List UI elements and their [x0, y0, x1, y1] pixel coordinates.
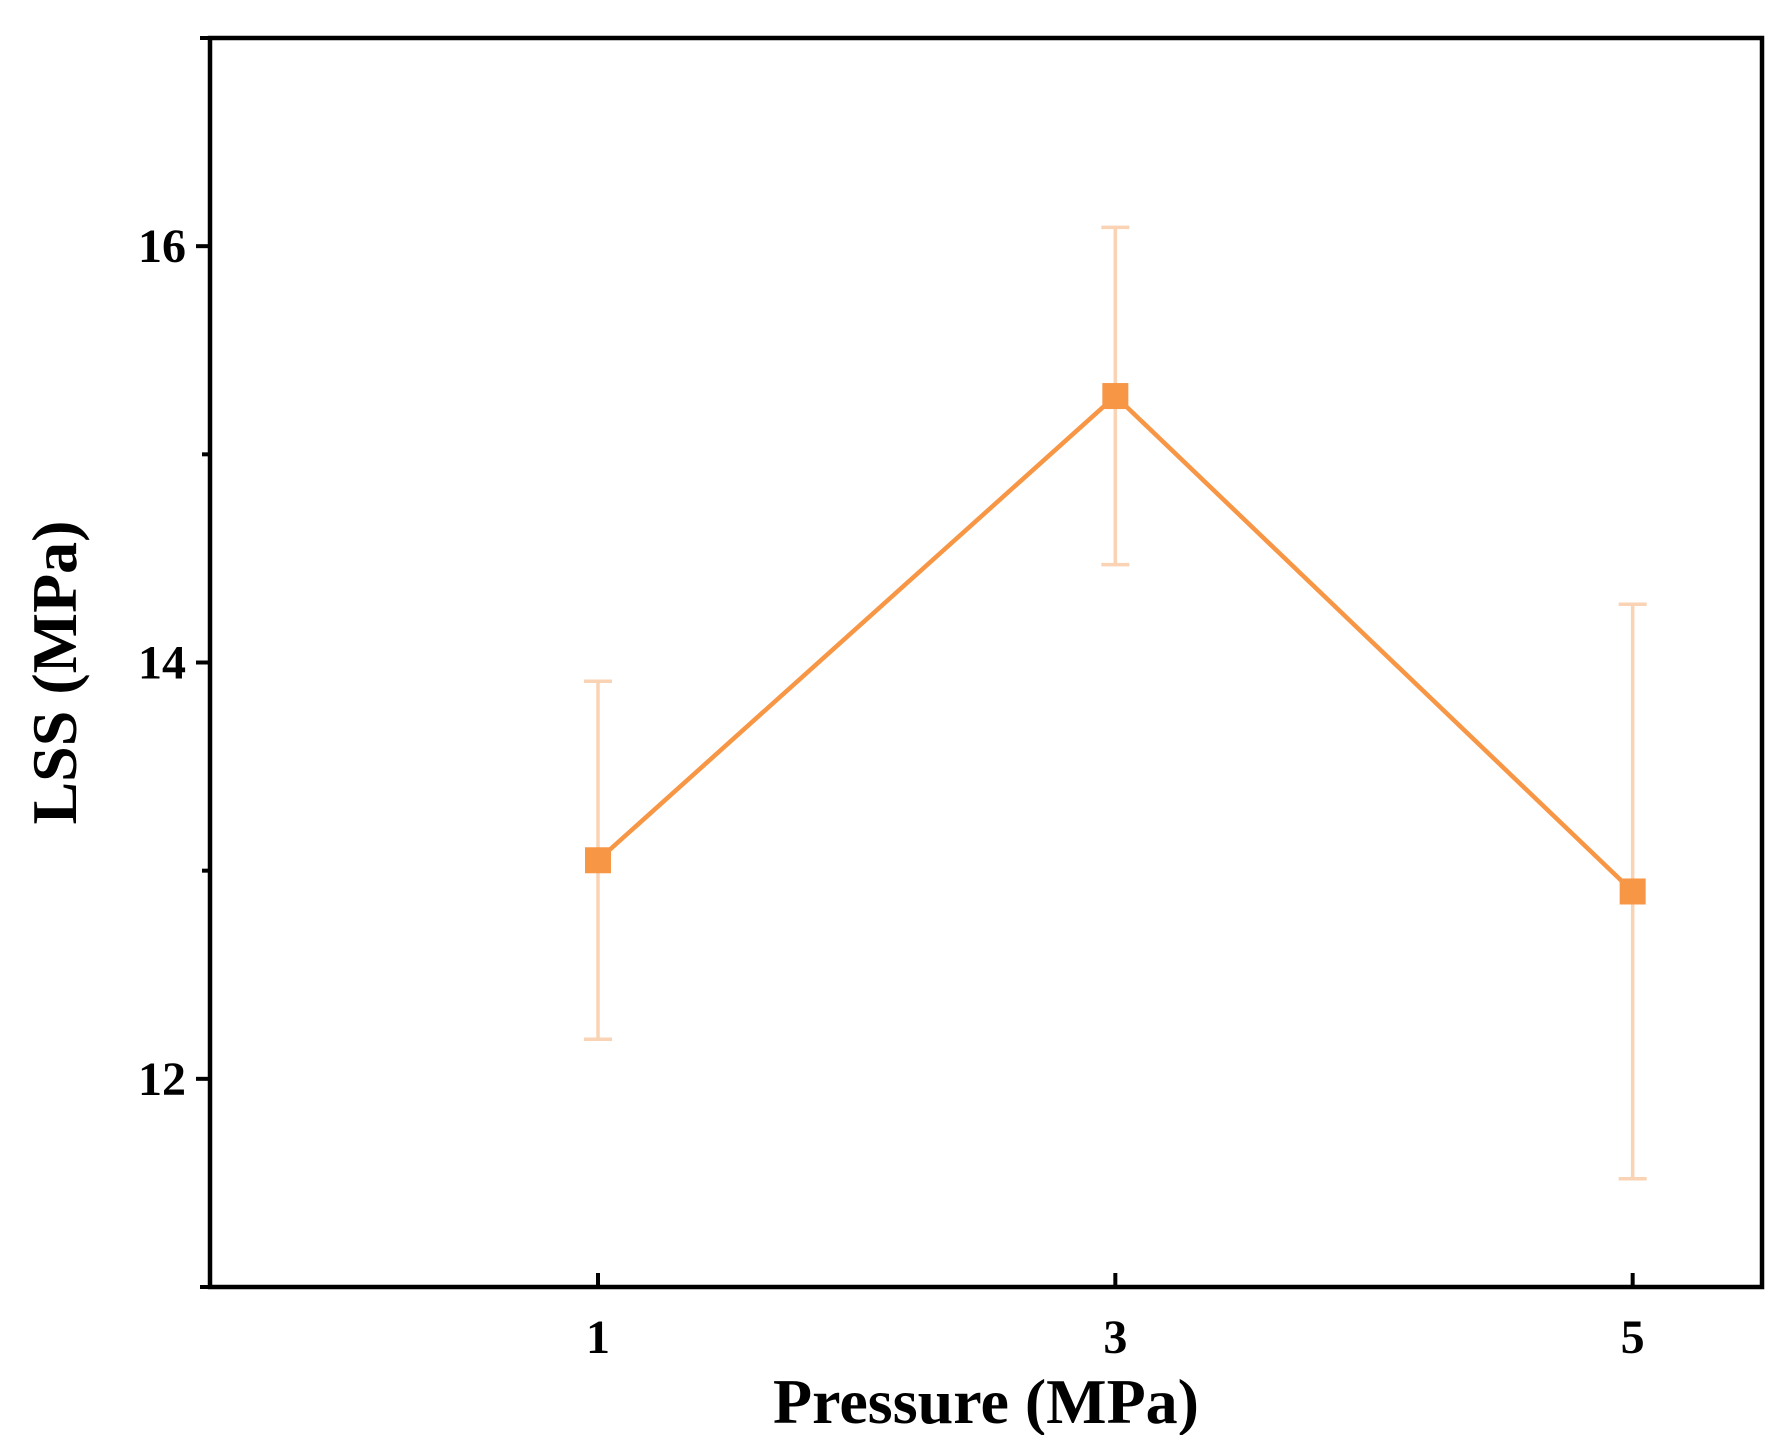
y-axis-label: LSS (MPa): [19, 521, 90, 825]
tick-labels: 12 14 16 1 3 5: [138, 220, 1645, 1364]
plot-area: [584, 225, 1647, 1181]
data-point: [1102, 383, 1129, 410]
x-tick-label: 3: [1103, 1311, 1127, 1364]
data-point: [585, 847, 611, 874]
axis-ticks: [196, 36, 1635, 1289]
y-tick-label: 16: [138, 220, 186, 273]
data-point: [1619, 878, 1646, 905]
y-tick-label: 14: [138, 637, 186, 690]
x-tick-label: 1: [586, 1311, 610, 1364]
plot-border: [207, 35, 1765, 1290]
axes-frame: [207, 35, 1765, 1290]
y-tick-label: 12: [138, 1053, 186, 1106]
x-axis-label: Pressure (MPa): [773, 1366, 1199, 1435]
x-tick-label: 5: [1621, 1311, 1645, 1364]
